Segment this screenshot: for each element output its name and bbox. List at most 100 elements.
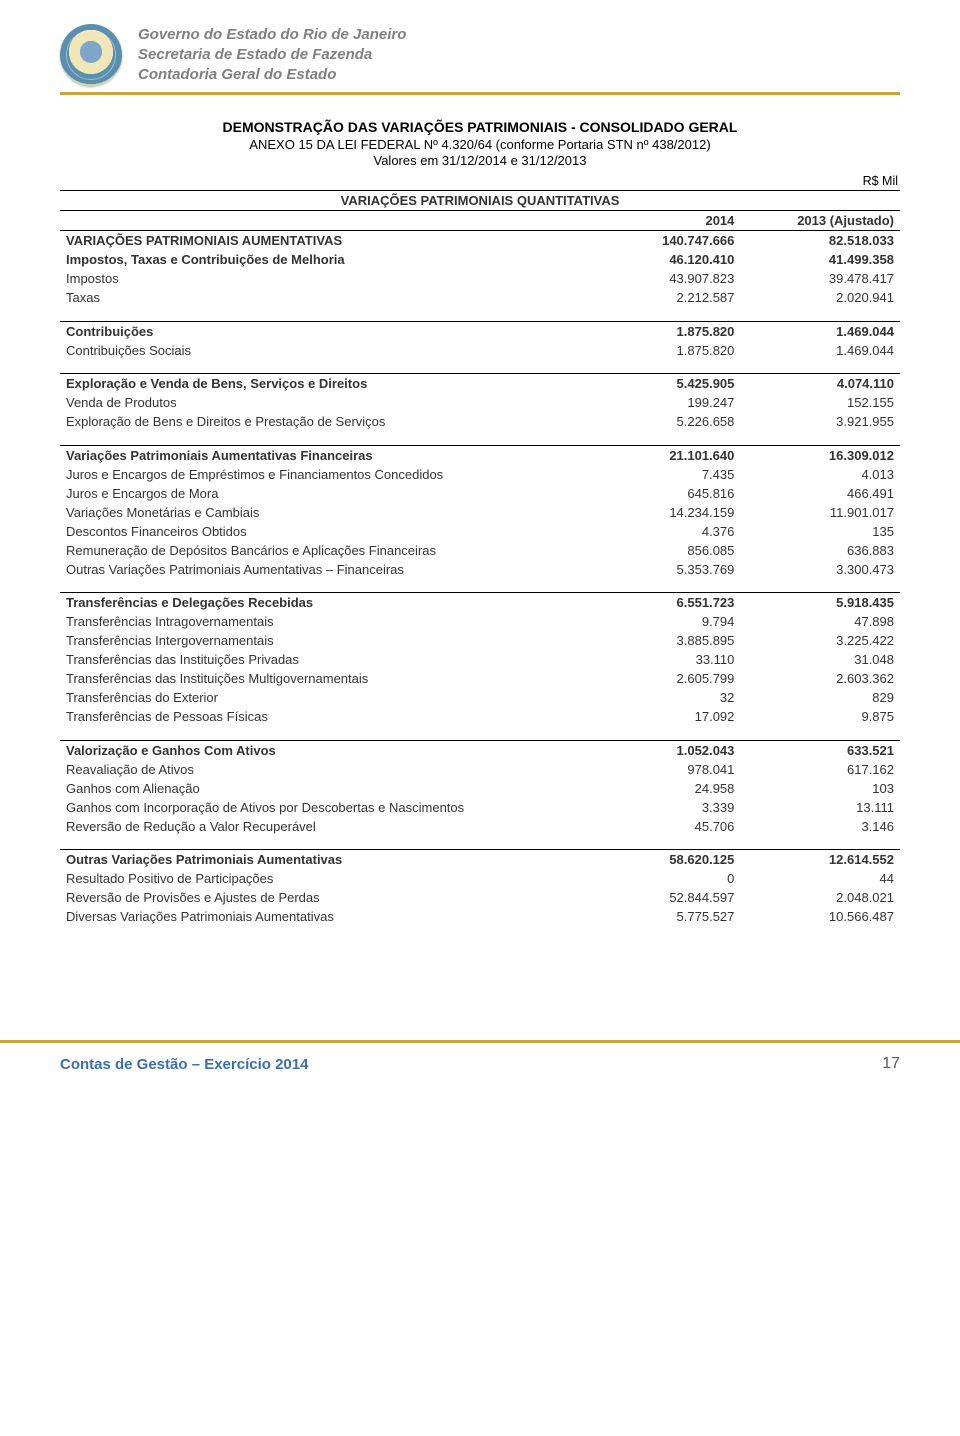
row-label: Contribuições Sociais	[60, 341, 581, 360]
row-value-2014: 45.706	[581, 817, 741, 836]
row-value-2014: 5.775.527	[581, 907, 741, 926]
section-value-2013: 1.469.044	[740, 321, 900, 341]
row-value-2013: 47.898	[740, 612, 900, 631]
year-2014: 2014	[581, 211, 741, 231]
row-value-2013: 3.921.955	[740, 412, 900, 431]
row-label: Taxas	[60, 288, 581, 307]
row-value-2013: 4.013	[740, 465, 900, 484]
row-label: Remuneração de Depósitos Bancários e Apl…	[60, 541, 581, 560]
row-value-2013: 44	[740, 869, 900, 888]
row-value-2014: 24.958	[581, 779, 741, 798]
row-label: Impostos	[60, 269, 581, 288]
header-text: Governo do Estado do Rio de Janeiro Secr…	[138, 25, 406, 86]
spacer-row	[60, 360, 900, 374]
financial-table: 2014 2013 (Ajustado) VARIAÇÕES PATRIMONI…	[60, 211, 900, 940]
section-head-row: Variações Patrimoniais Aumentativas Fina…	[60, 445, 900, 465]
row-label: Variações Monetárias e Cambiais	[60, 503, 581, 522]
row-value-2014: 17.092	[581, 707, 741, 726]
row-value-2013: 2.603.362	[740, 669, 900, 688]
table-row: Transferências Intragovernamentais9.7944…	[60, 612, 900, 631]
row-label: Venda de Produtos	[60, 393, 581, 412]
section-label: Valorização e Ganhos Com Ativos	[60, 740, 581, 760]
section-label: Variações Patrimoniais Aumentativas Fina…	[60, 445, 581, 465]
table-row: Contribuições Sociais1.875.8201.469.044	[60, 341, 900, 360]
row-value-2014: 978.041	[581, 760, 741, 779]
doc-sub2: Valores em 31/12/2014 e 31/12/2013	[60, 153, 900, 168]
table-row: Exploração de Bens e Direitos e Prestaçã…	[60, 412, 900, 431]
row-value-2013: 2.048.021	[740, 888, 900, 907]
row-value-2014: 1.875.820	[581, 341, 741, 360]
section-value-2013: 16.309.012	[740, 445, 900, 465]
row-label: Diversas Variações Patrimoniais Aumentat…	[60, 907, 581, 926]
section-value-2013: 82.518.033	[740, 231, 900, 251]
row-label: Outras Variações Patrimoniais Aumentativ…	[60, 560, 581, 579]
row-value-2013: 152.155	[740, 393, 900, 412]
row-label: Descontos Financeiros Obtidos	[60, 522, 581, 541]
row-value-2013: 103	[740, 779, 900, 798]
row-label: Transferências Intragovernamentais	[60, 612, 581, 631]
band-quantitativas: VARIAÇÕES PATRIMONIAIS QUANTITATIVAS	[60, 190, 900, 211]
header-line2: Secretaria de Estado de Fazenda	[138, 45, 406, 65]
row-label: Juros e Encargos de Mora	[60, 484, 581, 503]
row-value-2013: 10.566.487	[740, 907, 900, 926]
row-label: Juros e Encargos de Empréstimos e Financ…	[60, 465, 581, 484]
row-value-2013: 1.469.044	[740, 341, 900, 360]
row-value-2014: 33.110	[581, 650, 741, 669]
row-value-2014: 9.794	[581, 612, 741, 631]
table-row: Transferências das Instituições Multigov…	[60, 669, 900, 688]
row-value-2014: 52.844.597	[581, 888, 741, 907]
table-row: Variações Monetárias e Cambiais14.234.15…	[60, 503, 900, 522]
row-label: Transferências das Instituições Privadas	[60, 650, 581, 669]
header-line3: Contadoria Geral do Estado	[138, 65, 406, 85]
spacer-row	[60, 726, 900, 740]
spacer-row	[60, 926, 900, 940]
table-row: Transferências das Instituições Privadas…	[60, 650, 900, 669]
section-value-2014: 21.101.640	[581, 445, 741, 465]
state-seal-icon	[60, 24, 122, 86]
table-row: Ganhos com Alienação24.958103	[60, 779, 900, 798]
row-value-2013: 829	[740, 688, 900, 707]
row-value-2014: 4.376	[581, 522, 741, 541]
section-value-2014: 5.425.905	[581, 374, 741, 394]
row-value-2013: 2.020.941	[740, 288, 900, 307]
divider-gold-top	[60, 92, 900, 95]
row-value-2013: 31.048	[740, 650, 900, 669]
spacer-row	[60, 307, 900, 321]
table-row: Outras Variações Patrimoniais Aumentativ…	[60, 560, 900, 579]
table-row: Descontos Financeiros Obtidos4.376135	[60, 522, 900, 541]
table-row: Diversas Variações Patrimoniais Aumentat…	[60, 907, 900, 926]
section-label: Outras Variações Patrimoniais Aumentativ…	[60, 850, 581, 870]
year-2013: 2013 (Ajustado)	[740, 211, 900, 231]
row-value-2014: 14.234.159	[581, 503, 741, 522]
table-row: Reversão de Provisões e Ajustes de Perda…	[60, 888, 900, 907]
page-number: 17	[882, 1055, 900, 1073]
row-label: Ganhos com Incorporação de Ativos por De…	[60, 798, 581, 817]
table-row: Transferências de Pessoas Físicas17.0929…	[60, 707, 900, 726]
table-row: Impostos43.907.82339.478.417	[60, 269, 900, 288]
row-value-2013: 617.162	[740, 760, 900, 779]
row-label: Transferências das Instituições Multigov…	[60, 669, 581, 688]
spacer-row	[60, 836, 900, 850]
section-value-2014: 6.551.723	[581, 593, 741, 613]
section-value-2013: 5.918.435	[740, 593, 900, 613]
row-value-2014: 3.339	[581, 798, 741, 817]
currency-unit: R$ Mil	[60, 174, 898, 188]
doc-title: DEMONSTRAÇÃO DAS VARIAÇÕES PATRIMONIAIS …	[60, 119, 900, 135]
table-row: Ganhos com Incorporação de Ativos por De…	[60, 798, 900, 817]
table-row: Juros e Encargos de Mora645.816466.491	[60, 484, 900, 503]
row-value-2014: 645.816	[581, 484, 741, 503]
row-value-2013: 3.146	[740, 817, 900, 836]
footer-title: Contas de Gestão – Exercício 2014	[60, 1056, 308, 1073]
section-head-row: Exploração e Venda de Bens, Serviços e D…	[60, 374, 900, 394]
row-value-2013: 3.225.422	[740, 631, 900, 650]
row-label: Transferências Intergovernamentais	[60, 631, 581, 650]
row-value-2014: 5.226.658	[581, 412, 741, 431]
table-row: Juros e Encargos de Empréstimos e Financ…	[60, 465, 900, 484]
row-value-2014: 5.353.769	[581, 560, 741, 579]
section-value-2014: 140.747.666	[581, 231, 741, 251]
row-label: Impostos, Taxas e Contribuições de Melho…	[60, 250, 581, 269]
row-value-2014: 2.212.587	[581, 288, 741, 307]
row-value-2014: 7.435	[581, 465, 741, 484]
row-value-2014: 856.085	[581, 541, 741, 560]
header-line1: Governo do Estado do Rio de Janeiro	[138, 25, 406, 45]
